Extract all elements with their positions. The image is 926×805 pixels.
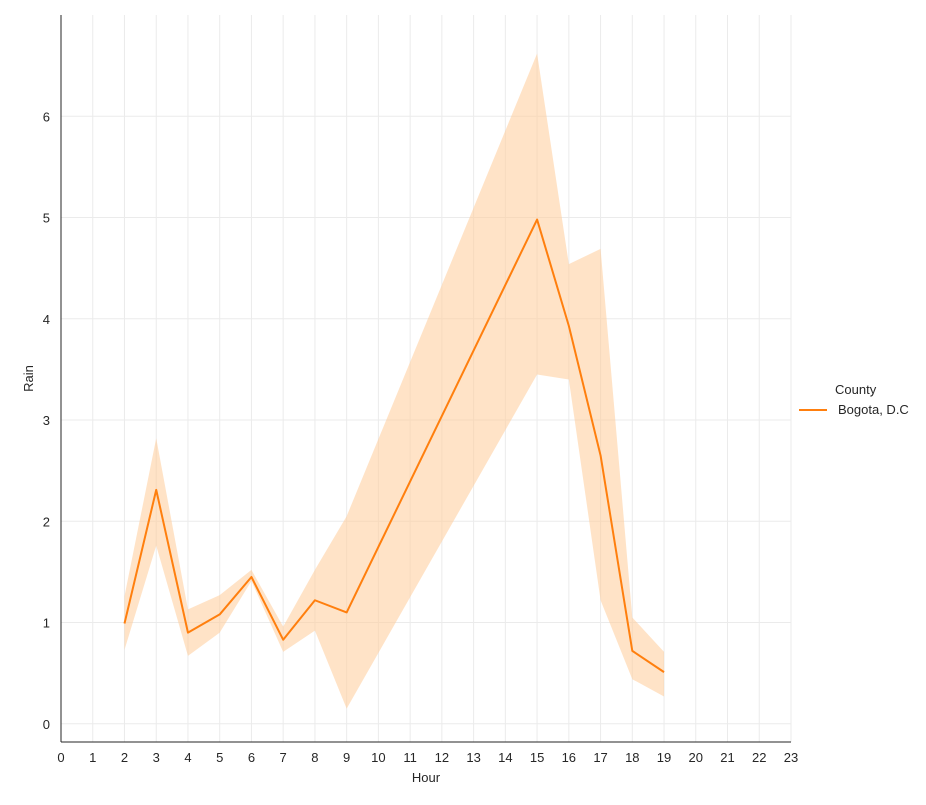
x-tick-label: 18	[625, 750, 639, 765]
y-tick-label: 3	[43, 413, 50, 428]
x-tick-label: 2	[121, 750, 128, 765]
x-axis-label: Hour	[412, 770, 441, 785]
legend-items: Bogota, D.C	[799, 402, 909, 417]
x-tick-label: 8	[311, 750, 318, 765]
x-tick-label: 13	[466, 750, 480, 765]
series-line	[123, 218, 665, 673]
y-tick-label: 5	[43, 211, 50, 226]
x-tick-label: 21	[720, 750, 734, 765]
y-tick-labels: 0 1 2 3 4 5 6	[43, 109, 50, 732]
confidence-band	[124, 53, 665, 709]
legend-title: County	[835, 382, 877, 397]
x-tick-label: 15	[530, 750, 544, 765]
x-tick-labels: 0 1 2 3 4 5 6 7 8 9 10 11 12 13 14 15 16 17 18 19 20 21 22 23	[57, 750, 798, 765]
x-tick-label: 11	[403, 750, 417, 765]
x-tick-label: 23	[784, 750, 798, 765]
x-tick-label: 10	[371, 750, 385, 765]
x-tick-label: 3	[153, 750, 160, 765]
legend: County Bogota, D.C	[799, 382, 909, 417]
x-tick-label: 17	[593, 750, 607, 765]
x-tick-label: 5	[216, 750, 223, 765]
y-tick-label: 6	[43, 109, 50, 124]
x-tick-label: 4	[184, 750, 191, 765]
x-tick-label: 6	[248, 750, 255, 765]
x-tick-label: 14	[498, 750, 512, 765]
series-line-layer	[123, 218, 665, 673]
y-axis-label: Rain	[21, 365, 36, 392]
y-tick-label: 4	[43, 312, 50, 327]
legend-label: Bogota, D.C	[838, 402, 909, 417]
x-tick-label: 19	[657, 750, 671, 765]
x-tick-label: 20	[689, 750, 703, 765]
axes	[60, 15, 791, 743]
y-tick-label: 1	[43, 616, 50, 631]
x-tick-label: 16	[562, 750, 576, 765]
y-tick-label: 0	[43, 717, 50, 732]
y-tick-label: 2	[43, 514, 50, 529]
x-tick-label: 1	[89, 750, 96, 765]
x-tick-label: 22	[752, 750, 766, 765]
confidence-band-layer	[124, 53, 665, 709]
x-tick-label: 0	[57, 750, 64, 765]
x-tick-label: 7	[280, 750, 287, 765]
x-tick-label: 9	[343, 750, 350, 765]
x-tick-label: 12	[435, 750, 449, 765]
